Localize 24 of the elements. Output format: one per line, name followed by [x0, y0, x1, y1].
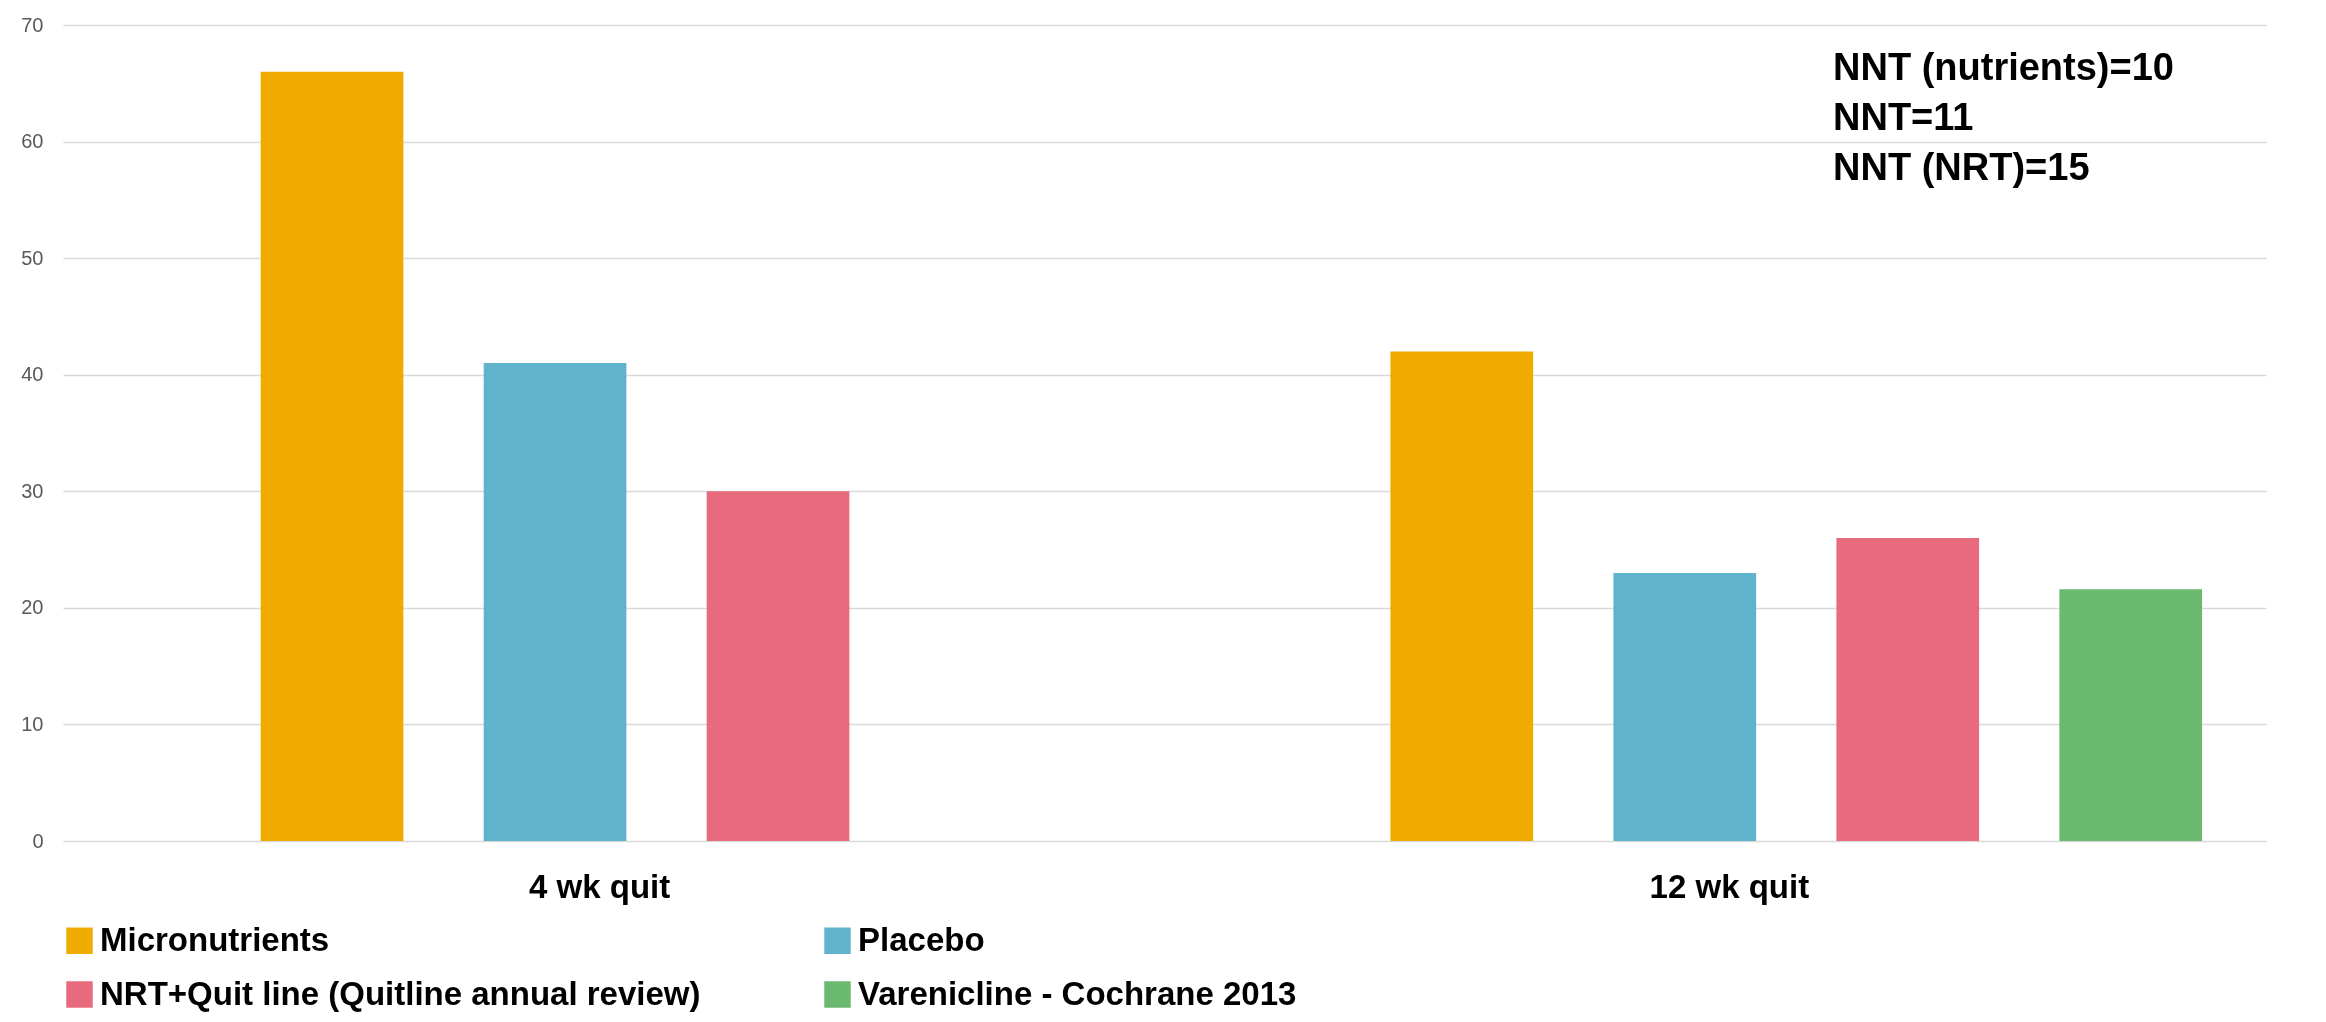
bar — [1613, 572, 1757, 841]
bar — [483, 363, 627, 841]
legend-label: Varenicline - Cochrane 2013 — [858, 974, 1297, 1012]
y-tick-label: 20 — [21, 596, 44, 619]
y-tick-label: 50 — [21, 246, 44, 269]
annotation: NNT (NRT)=15 — [1833, 146, 2090, 188]
x-tick-label: 4 wk quit — [529, 867, 671, 905]
bar — [2059, 589, 2203, 841]
legend-label: NRT+Quit line (Quitline annual review) — [100, 974, 701, 1012]
y-tick-label: 70 — [21, 13, 44, 36]
y-tick-label: 10 — [21, 712, 44, 735]
y-tick-label: 0 — [32, 829, 44, 852]
legend-label: Placebo — [858, 920, 985, 958]
legend-label: Micronutrients — [100, 920, 330, 958]
annotation: NNT=11 — [1833, 96, 1974, 138]
bar — [1390, 351, 1534, 841]
x-tick-label: 12 wk quit — [1649, 867, 1810, 905]
bar — [706, 491, 850, 841]
annotation: NNT (nutrients)=10 — [1833, 46, 2174, 88]
bar — [1836, 537, 1980, 841]
y-tick-label: 60 — [21, 130, 44, 153]
bar — [260, 71, 404, 841]
y-tick-label: 30 — [21, 479, 44, 502]
y-tick-label: 40 — [21, 363, 44, 386]
